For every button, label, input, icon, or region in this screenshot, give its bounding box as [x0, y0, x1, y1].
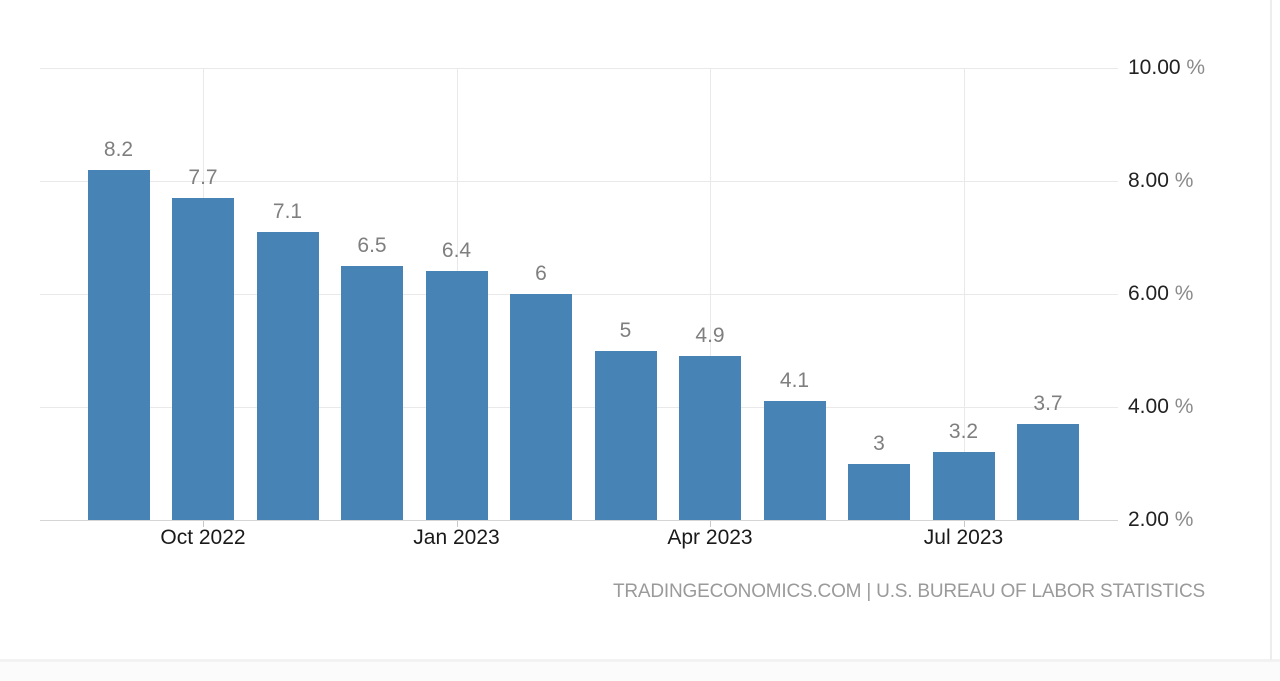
x-axis-tick: [963, 520, 965, 527]
bar-value-label: 6: [535, 262, 547, 285]
x-axis-tick: [203, 520, 204, 527]
y-axis-label-percent-sign: %: [1168, 395, 1194, 418]
bar[interactable]: [256, 231, 319, 520]
y-axis-label: 6.00 %: [1128, 281, 1193, 307]
bar-value-label: 6.4: [441, 239, 472, 263]
y-axis-label-number: 10.00: [1128, 56, 1181, 79]
bar-value-label: 3: [873, 431, 885, 455]
y-axis-label: 4.00 %: [1128, 394, 1193, 420]
y-axis-label-percent-sign: %: [1168, 508, 1194, 531]
y-axis-label-number: 6.00: [1128, 282, 1169, 305]
x-axis-label: Jan 2023: [413, 526, 500, 549]
gridline-horizontal: [40, 294, 1118, 295]
bar-value-label: 3.2: [948, 420, 979, 444]
bar[interactable]: [932, 452, 995, 520]
bar[interactable]: [172, 197, 234, 520]
gridline-vertical: [710, 68, 711, 520]
bar-value-label: 7.1: [272, 199, 303, 223]
bar[interactable]: [1017, 423, 1079, 520]
x-axis-tick: [456, 520, 458, 527]
bar-value-label: 4.9: [695, 324, 725, 348]
bar[interactable]: [763, 401, 826, 520]
bar[interactable]: [594, 350, 657, 520]
y-axis-label-number: 2.00: [1128, 508, 1169, 531]
x-axis-line: [40, 520, 1118, 521]
bar-value-label: 6.5: [357, 233, 387, 257]
bar-value-label: 4.1: [779, 369, 810, 393]
gridline-horizontal: [40, 181, 1118, 182]
y-axis-label: 10.00 %: [1128, 55, 1205, 81]
y-axis-label-percent-sign: %: [1168, 169, 1194, 192]
y-axis-label-number: 8.00: [1128, 169, 1169, 192]
bar-value-label: 8.2: [103, 137, 134, 161]
bar-value-label: 5: [619, 318, 632, 342]
bar-value-label: 7.7: [188, 165, 218, 189]
y-axis-label-percent-sign: %: [1180, 56, 1206, 79]
footer-strip: [0, 659, 1280, 681]
bar[interactable]: [848, 463, 910, 520]
page-right-border: [1270, 0, 1272, 660]
bar-value-label: 3.7: [1033, 391, 1063, 415]
bar[interactable]: [341, 265, 403, 520]
chart-source-attribution: TRADINGECONOMICS.COM | U.S. BUREAU OF LA…: [613, 581, 1205, 602]
gridline-horizontal: [40, 68, 1118, 69]
x-axis-label: Apr 2023: [667, 526, 753, 549]
bar[interactable]: [87, 169, 150, 520]
x-axis-tick: [710, 520, 711, 527]
y-axis-label-number: 4.00: [1128, 395, 1169, 418]
y-axis-label: 8.00 %: [1128, 168, 1193, 194]
bar[interactable]: [679, 356, 741, 520]
x-axis-label: Oct 2022: [160, 526, 246, 549]
gridline-vertical: [963, 68, 965, 520]
bar[interactable]: [510, 294, 572, 520]
y-axis-label: 2.00 %: [1128, 507, 1193, 533]
gridline-horizontal: [40, 407, 1118, 408]
bar[interactable]: [425, 271, 488, 520]
y-axis-label-percent-sign: %: [1168, 282, 1194, 305]
x-axis-label: Jul 2023: [923, 526, 1004, 549]
